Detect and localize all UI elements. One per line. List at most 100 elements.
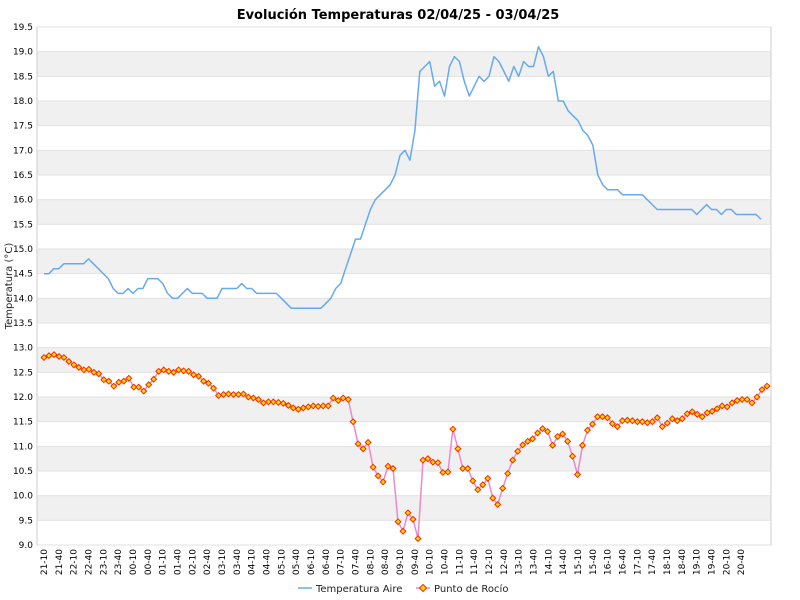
dew-point-marker (573, 470, 582, 479)
dew-point-marker (115, 378, 123, 386)
dew-point-marker (100, 376, 108, 384)
x-tick-label: 18-40 (678, 549, 688, 575)
dew-point-marker (180, 367, 188, 375)
x-tick-label: 15-10 (574, 549, 584, 575)
dew-point-marker (165, 367, 173, 375)
dew-point-marker (185, 367, 193, 375)
grid-bands (37, 51, 771, 521)
x-tick-label: 14-10 (544, 549, 554, 575)
dew-point-marker (219, 390, 228, 399)
dew-point-marker (75, 363, 83, 371)
y-tick-label: 17.0 (13, 146, 33, 156)
dew-point-marker (663, 419, 671, 427)
dew-point-marker (509, 456, 517, 464)
x-tick-label: 00-10 (129, 549, 139, 575)
chart-title: Evolución Temperaturas 02/04/25 - 03/04/… (237, 8, 560, 23)
dew-point-marker (593, 413, 602, 421)
dew-point-marker (519, 441, 527, 449)
x-tick-label: 03-10 (218, 549, 228, 575)
x-tick-label: 06-10 (307, 549, 317, 575)
dew-point-marker (693, 410, 701, 418)
dew-point-marker (618, 417, 626, 425)
dew-point-marker (469, 477, 477, 485)
x-tick-label: 19-40 (708, 549, 718, 575)
dew-point-marker (50, 351, 58, 359)
dew-point-marker (364, 438, 372, 446)
y-tick-label: 12.5 (13, 368, 33, 378)
legend-label-rocio: Punto de Rocío (434, 583, 508, 595)
dew-point-marker (559, 430, 567, 438)
legend: Temperatura Aire Punto de Rocío (298, 583, 508, 595)
dew-point-marker (623, 416, 631, 424)
y-tick-label: 13.5 (13, 319, 33, 329)
x-tick-label: 05-10 (277, 549, 287, 575)
dew-point-marker (554, 432, 562, 441)
dew-point-marker (449, 425, 457, 433)
x-tick-label: 23-10 (99, 549, 109, 575)
series-temperatura-aire (44, 45, 762, 309)
series-line-temperatura-aire (44, 45, 762, 309)
dew-point-marker (479, 481, 487, 489)
x-tick-label: 09-10 (396, 549, 406, 575)
dew-point-marker (60, 353, 68, 362)
x-tick-label: 21-40 (55, 549, 65, 575)
x-tick-label: 23-40 (114, 549, 124, 575)
dew-point-marker (249, 394, 257, 402)
dew-point-marker (529, 435, 537, 443)
dew-point-marker (145, 381, 153, 389)
dew-point-marker (289, 404, 297, 412)
dew-point-marker (608, 420, 616, 428)
dew-point-marker (583, 426, 592, 434)
x-tick-label: 09-40 (411, 549, 421, 575)
dew-point-marker (733, 396, 741, 405)
x-tick-label: 07-40 (352, 549, 362, 575)
dew-point-marker (404, 509, 412, 517)
dew-point-marker (628, 417, 636, 425)
dew-point-marker (678, 415, 686, 423)
dew-point-marker (209, 384, 218, 392)
dew-point-marker (648, 418, 656, 426)
x-tick-label: 04-40 (263, 549, 273, 575)
x-tick-label: 00-40 (144, 549, 154, 575)
x-tick-label: 17-40 (648, 549, 658, 575)
dew-point-marker (444, 468, 452, 476)
dew-point-marker (274, 398, 282, 406)
dew-point-marker (758, 386, 766, 394)
x-tick-label: 06-40 (322, 549, 332, 575)
dew-point-marker (588, 420, 597, 428)
dew-point-marker (284, 401, 292, 409)
dew-point-marker (534, 429, 542, 437)
dew-point-marker (489, 494, 497, 502)
dew-point-marker (309, 402, 317, 410)
x-tick-label: 10-40 (441, 549, 451, 575)
x-tick-label: 20-10 (722, 549, 732, 575)
dew-point-marker (384, 462, 392, 470)
dew-point-marker (688, 408, 696, 416)
dew-point-marker (643, 419, 651, 427)
y-tick-label: 18.5 (13, 72, 33, 82)
dew-point-marker (294, 405, 302, 413)
dew-point-marker (424, 455, 432, 463)
dew-point-marker (229, 390, 238, 399)
dew-point-marker (598, 413, 607, 421)
dew-point-marker (578, 441, 587, 449)
dew-point-marker (319, 402, 327, 410)
dew-point-marker (658, 423, 666, 431)
dew-point-marker (539, 425, 547, 433)
grid-band (37, 199, 771, 225)
grid-band (37, 347, 771, 373)
dew-point-marker (354, 440, 362, 448)
dew-point-marker (259, 399, 267, 407)
dew-point-marker (683, 410, 691, 418)
dew-point-marker (324, 402, 332, 410)
grid-band (37, 101, 771, 126)
x-tick-label: 17-10 (633, 549, 643, 575)
dew-point-marker (85, 365, 93, 373)
y-tick-label: 16.5 (13, 171, 33, 181)
dew-point-marker (329, 394, 337, 402)
x-tick-label: 05-40 (292, 549, 302, 575)
y-tick-label: 15.5 (13, 220, 33, 230)
dew-point-marker (304, 403, 312, 411)
x-tick-label: 08-40 (381, 549, 391, 575)
